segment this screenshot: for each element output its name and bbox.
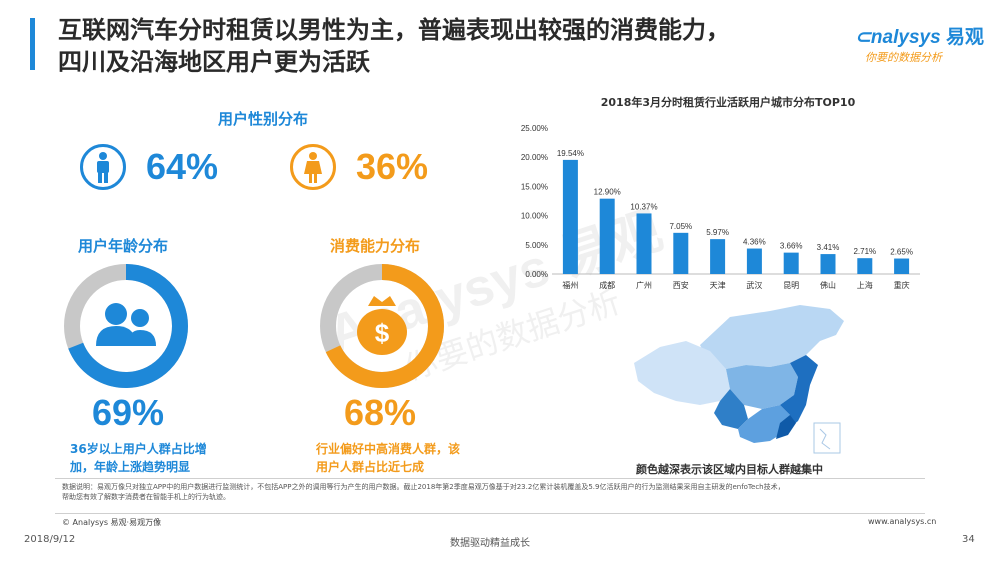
bar bbox=[746, 248, 762, 274]
map-south-sea-inset bbox=[813, 422, 841, 454]
divider-bottom bbox=[55, 513, 925, 514]
consumption-heading: 消费能力分布 bbox=[330, 237, 421, 255]
footer-date: 2018/9/12 bbox=[24, 534, 76, 545]
footer-slogan: 数据驱动精益成长 bbox=[450, 538, 530, 549]
logo-brand: ⊂nalysys 易观 bbox=[855, 26, 984, 48]
copyright-text: © Analysys 易观·易观万像 bbox=[62, 518, 162, 527]
bar bbox=[820, 254, 836, 274]
page-title-line1: 互联网汽车分时租赁以男性为主，普遍表现出较强的消费能力， bbox=[58, 16, 730, 44]
age-description: 36岁以上用户人群占比增 加，年龄上涨趋势明显 bbox=[70, 442, 207, 474]
bar bbox=[636, 213, 652, 274]
page-number: 34 bbox=[962, 534, 975, 545]
chart-title: 2018年3月分时租赁行业活跃用户城市分布TOP10 bbox=[600, 96, 856, 109]
logo-a-icon: ⊂ bbox=[855, 27, 871, 48]
x-tick-label: 昆明 bbox=[783, 281, 799, 290]
consumption-donut-chart: $ bbox=[320, 264, 444, 388]
bar bbox=[857, 258, 873, 274]
map-caption: 颜色越深表示该区域内目标人群越集中 bbox=[636, 463, 823, 476]
map-region-west bbox=[634, 341, 730, 405]
page-title: 互联网汽车分时租赁以男性为主，普遍表现出较强的消费能力， 四川及沿海地区用户更为… bbox=[58, 14, 858, 78]
map-region-central bbox=[726, 363, 798, 409]
bar bbox=[783, 252, 799, 274]
bar bbox=[894, 258, 910, 274]
bar-value-label: 2.65% bbox=[890, 248, 913, 257]
x-tick-label: 重庆 bbox=[894, 280, 910, 290]
bar-value-label: 10.37% bbox=[630, 202, 657, 211]
gender-heading: 用户性别分布 bbox=[218, 110, 309, 128]
bar-value-label: 3.41% bbox=[817, 243, 840, 252]
website-link[interactable]: www.analysys.cn bbox=[868, 517, 937, 526]
bar-value-label: 12.90% bbox=[594, 188, 621, 197]
bar-value-label: 3.66% bbox=[780, 242, 803, 251]
female-percentage: 36% bbox=[356, 146, 429, 187]
x-tick-label: 西安 bbox=[673, 280, 689, 290]
map-region-coast bbox=[780, 355, 818, 431]
map-region-sichuan bbox=[714, 389, 748, 429]
bar-value-label: 19.54% bbox=[557, 149, 584, 158]
age-donut-chart bbox=[64, 264, 188, 388]
x-tick-label: 上海 bbox=[857, 280, 873, 290]
bar-value-label: 5.97% bbox=[706, 228, 729, 237]
x-tick-label: 天津 bbox=[710, 280, 726, 290]
x-tick-label: 福州 bbox=[562, 281, 578, 290]
map-region-north bbox=[700, 305, 844, 369]
x-tick-label: 广州 bbox=[636, 280, 652, 290]
x-tick-label: 武汉 bbox=[746, 280, 762, 290]
bar-value-label: 7.05% bbox=[669, 222, 692, 231]
x-tick-label: 成都 bbox=[599, 280, 615, 290]
bar bbox=[673, 232, 689, 274]
y-tick-label: 25.00% bbox=[521, 124, 548, 133]
consumption-description: 行业偏好中高消费人群，该 用户人群占比近七成 bbox=[316, 442, 461, 474]
bar-value-label: 2.71% bbox=[853, 247, 876, 256]
money-bag-icon: $ bbox=[357, 296, 407, 355]
male-person-icon bbox=[80, 144, 126, 190]
china-heat-map bbox=[634, 305, 844, 454]
users-icon bbox=[96, 303, 156, 346]
divider-top bbox=[55, 478, 925, 479]
city-bar-chart: 0.00% 5.00% 10.00% 15.00% 20.00% 25.00% 19.54%… bbox=[521, 124, 920, 290]
y-tick-label: 5.00% bbox=[525, 241, 548, 250]
consumption-donut-arc bbox=[320, 264, 444, 388]
age-donut-arc bbox=[64, 264, 188, 388]
bar-value-label: 4.36% bbox=[743, 238, 766, 247]
data-footnote: 数据说明：易观万像只对独立APP中的用户数据进行监测统计，不包括APP之外的调用… bbox=[62, 483, 785, 501]
page-title-line2: 四川及沿海地区用户更为活跃 bbox=[58, 48, 370, 76]
y-tick-label: 15.00% bbox=[521, 182, 548, 191]
consumption-percentage: 68% bbox=[344, 392, 417, 433]
male-percentage: 64% bbox=[146, 146, 219, 187]
map-region-fujian bbox=[776, 415, 796, 439]
age-percentage: 69% bbox=[92, 392, 165, 433]
x-tick-label: 佛山 bbox=[820, 280, 836, 290]
age-heading: 用户年龄分布 bbox=[78, 237, 169, 255]
y-tick-label: 0.00% bbox=[525, 270, 548, 279]
y-tick-label: 10.00% bbox=[521, 212, 548, 221]
analysys-logo: ⊂nalysys 易观 你要的数据分析 bbox=[855, 22, 984, 72]
bar bbox=[710, 239, 726, 274]
map-region-south bbox=[738, 405, 790, 443]
logo-slogan: 你要的数据分析 bbox=[865, 51, 942, 64]
title-accent-bar bbox=[30, 18, 35, 70]
svg-text:$: $ bbox=[375, 318, 390, 348]
female-person-icon bbox=[290, 144, 336, 190]
bar bbox=[562, 159, 578, 274]
y-tick-label: 20.00% bbox=[521, 153, 548, 162]
bar bbox=[599, 198, 615, 274]
